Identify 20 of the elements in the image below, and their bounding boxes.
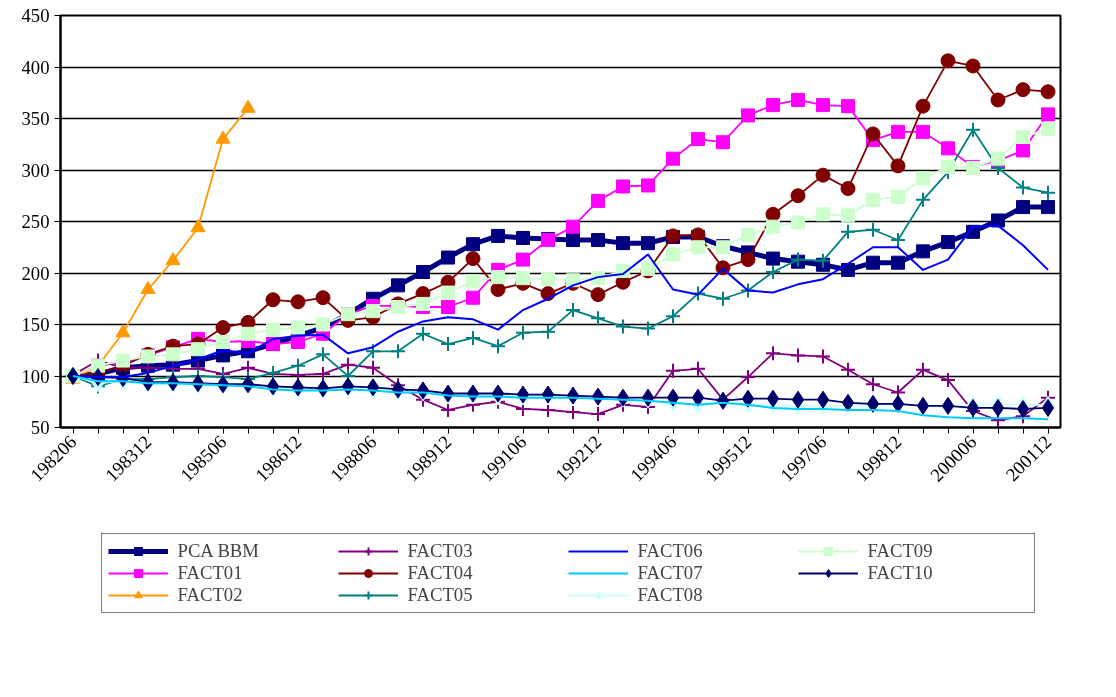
y-tick-label: 350 (21, 108, 50, 129)
legend-label: FACT03 (407, 539, 474, 562)
legend-label: FACT05 (407, 583, 474, 606)
legend-label: FACT08 (637, 583, 704, 606)
legend-label: FACT07 (637, 561, 704, 584)
y-tick-label: 300 (21, 159, 50, 181)
legend-label: FACT04 (407, 561, 474, 584)
y-tick-label: 150 (21, 314, 50, 335)
y-tick-label: 200 (21, 262, 50, 284)
legend-label: FACT10 (867, 561, 934, 584)
legend-label: FACT01 (177, 561, 244, 584)
y-tick-label: 100 (21, 365, 50, 387)
y-tick-label: 250 (21, 211, 50, 232)
y-tick-label: 400 (21, 56, 50, 78)
y-tick-label: 450 (21, 5, 50, 26)
legend-label: FACT09 (867, 539, 934, 562)
y-tick-label: 50 (30, 417, 50, 438)
legend-label: PCA BBM (177, 539, 260, 562)
legend-label: FACT02 (177, 583, 244, 606)
legend-label: FACT06 (637, 539, 704, 562)
